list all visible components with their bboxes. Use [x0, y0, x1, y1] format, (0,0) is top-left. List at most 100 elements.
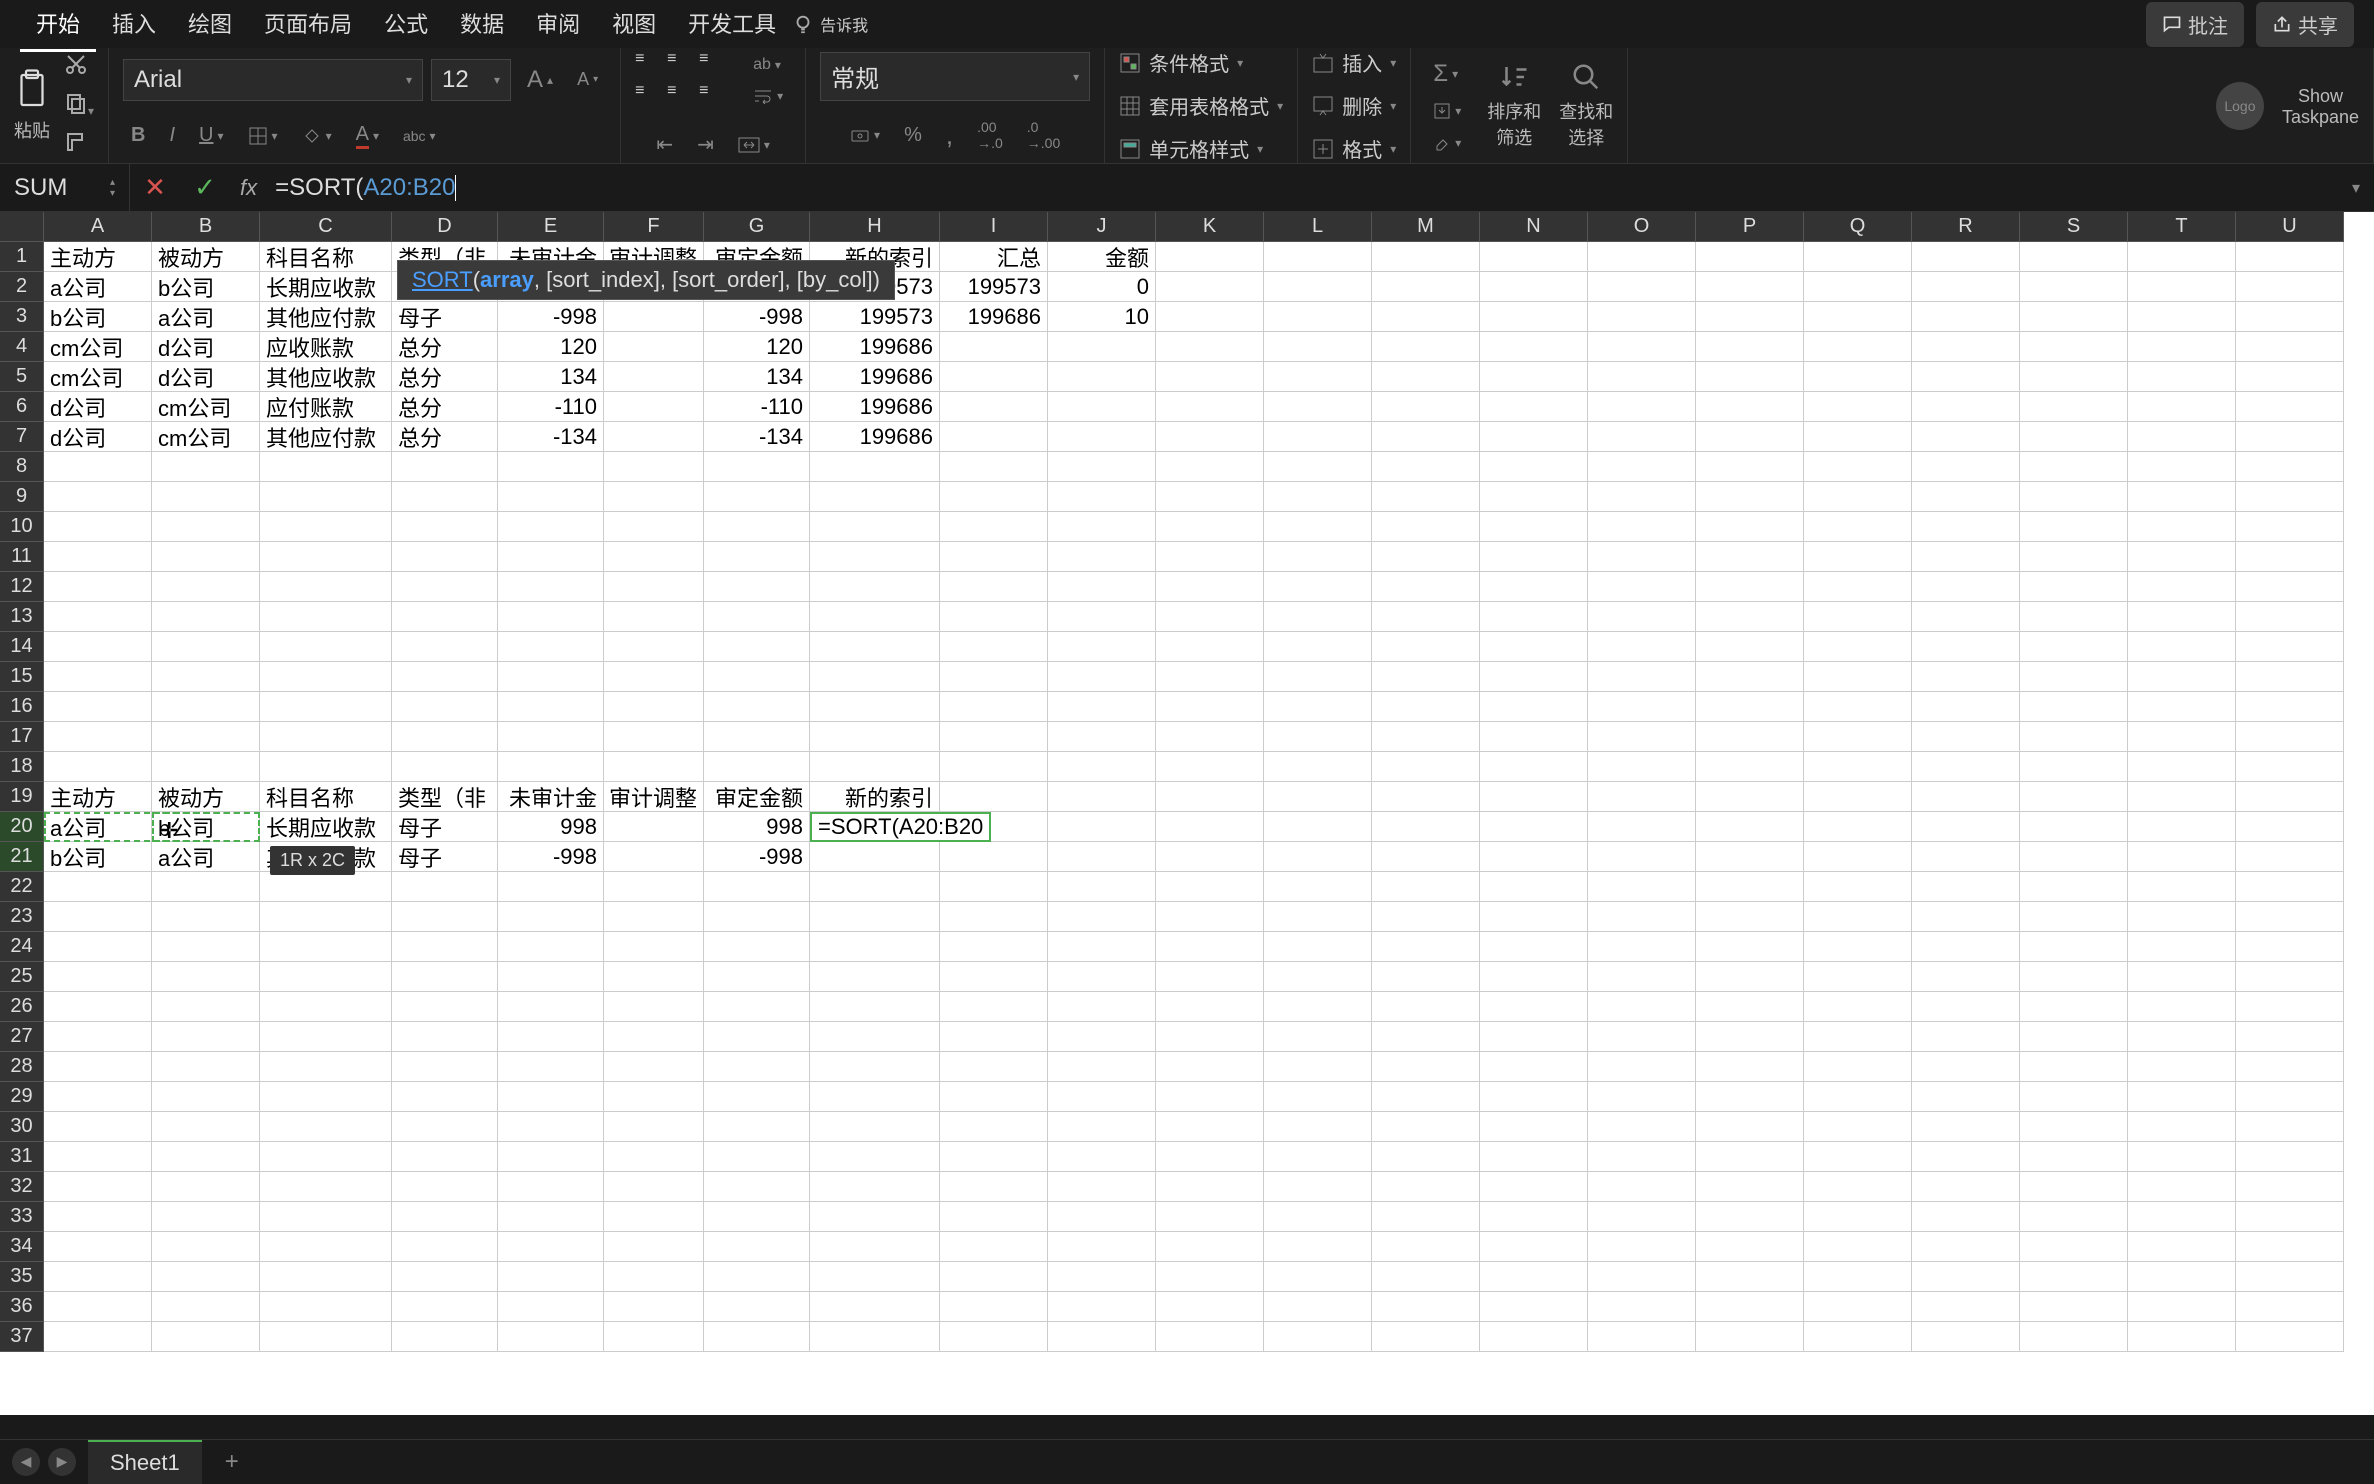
cell-L28[interactable]	[1264, 1052, 1372, 1082]
spreadsheet-grid[interactable]: ABCDEFGHIJKLMNOPQRSTU 123456789101112131…	[0, 212, 2374, 1415]
cell-Q30[interactable]	[1804, 1112, 1912, 1142]
cell-E11[interactable]	[498, 542, 604, 572]
cell-L36[interactable]	[1264, 1292, 1372, 1322]
cell-G3[interactable]: -998	[704, 302, 810, 332]
cell-P4[interactable]	[1696, 332, 1804, 362]
cell-I10[interactable]	[940, 512, 1048, 542]
cell-R2[interactable]	[1912, 272, 2020, 302]
cell-F33[interactable]	[604, 1202, 704, 1232]
cell-U37[interactable]	[2236, 1322, 2344, 1352]
cell-T28[interactable]	[2128, 1052, 2236, 1082]
cell-Q24[interactable]	[1804, 932, 1912, 962]
cell-S27[interactable]	[2020, 1022, 2128, 1052]
cell-U28[interactable]	[2236, 1052, 2344, 1082]
cell-N32[interactable]	[1480, 1172, 1588, 1202]
align-top-right-button[interactable]: ≡	[699, 50, 727, 78]
currency-button[interactable]: ▾	[842, 121, 888, 149]
cell-K20[interactable]	[1156, 812, 1264, 842]
cell-P16[interactable]	[1696, 692, 1804, 722]
cell-K15[interactable]	[1156, 662, 1264, 692]
cell-S29[interactable]	[2020, 1082, 2128, 1112]
cell-Q22[interactable]	[1804, 872, 1912, 902]
menu-tab-8[interactable]: 开发工具	[672, 0, 792, 52]
cell-I37[interactable]	[940, 1322, 1048, 1352]
cell-T8[interactable]	[2128, 452, 2236, 482]
cell-L2[interactable]	[1264, 272, 1372, 302]
cell-D31[interactable]	[392, 1142, 498, 1172]
cell-U1[interactable]	[2236, 242, 2344, 272]
cell-A28[interactable]	[44, 1052, 152, 1082]
cell-O5[interactable]	[1588, 362, 1696, 392]
cell-P3[interactable]	[1696, 302, 1804, 332]
cell-T30[interactable]	[2128, 1112, 2236, 1142]
col-header-T[interactable]: T	[2128, 212, 2236, 242]
cell-B32[interactable]	[152, 1172, 260, 1202]
cell-O22[interactable]	[1588, 872, 1696, 902]
cell-styles-button[interactable]: 单元格样式 ▾	[1119, 134, 1263, 163]
cell-N24[interactable]	[1480, 932, 1588, 962]
cell-O33[interactable]	[1588, 1202, 1696, 1232]
cell-G4[interactable]: 120	[704, 332, 810, 362]
cell-F18[interactable]	[604, 752, 704, 782]
cell-F16[interactable]	[604, 692, 704, 722]
border-button[interactable]: ▾	[240, 122, 286, 150]
cell-C16[interactable]	[260, 692, 392, 722]
cell-J29[interactable]	[1048, 1082, 1156, 1112]
cell-F24[interactable]	[604, 932, 704, 962]
cell-L30[interactable]	[1264, 1112, 1372, 1142]
cell-A33[interactable]	[44, 1202, 152, 1232]
cell-M37[interactable]	[1372, 1322, 1480, 1352]
cell-M5[interactable]	[1372, 362, 1480, 392]
cell-F15[interactable]	[604, 662, 704, 692]
cell-M30[interactable]	[1372, 1112, 1480, 1142]
cell-N6[interactable]	[1480, 392, 1588, 422]
copy-button[interactable]: ▾	[64, 91, 94, 120]
cell-O21[interactable]	[1588, 842, 1696, 872]
cell-F26[interactable]	[604, 992, 704, 1022]
row-header-5[interactable]: 5	[0, 362, 44, 392]
cell-D14[interactable]	[392, 632, 498, 662]
cell-O6[interactable]	[1588, 392, 1696, 422]
cell-G15[interactable]	[704, 662, 810, 692]
cell-N10[interactable]	[1480, 512, 1588, 542]
cell-B27[interactable]	[152, 1022, 260, 1052]
cell-B16[interactable]	[152, 692, 260, 722]
cell-A9[interactable]	[44, 482, 152, 512]
cell-Q13[interactable]	[1804, 602, 1912, 632]
cell-H28[interactable]	[810, 1052, 940, 1082]
cell-D18[interactable]	[392, 752, 498, 782]
format-painter-button[interactable]	[64, 130, 94, 159]
cell-M4[interactable]	[1372, 332, 1480, 362]
cell-A35[interactable]	[44, 1262, 152, 1292]
cell-J24[interactable]	[1048, 932, 1156, 962]
cell-U29[interactable]	[2236, 1082, 2344, 1112]
cell-A13[interactable]	[44, 602, 152, 632]
font-name-select[interactable]: Arial ▾	[123, 59, 423, 101]
cell-H5[interactable]: 199686	[810, 362, 940, 392]
cell-C5[interactable]: 其他应收款	[260, 362, 392, 392]
row-header-1[interactable]: 1	[0, 242, 44, 272]
cell-C37[interactable]	[260, 1322, 392, 1352]
cell-I9[interactable]	[940, 482, 1048, 512]
cell-J5[interactable]	[1048, 362, 1156, 392]
cell-N19[interactable]	[1480, 782, 1588, 812]
row-header-15[interactable]: 15	[0, 662, 44, 692]
cell-J3[interactable]: 10	[1048, 302, 1156, 332]
cell-T33[interactable]	[2128, 1202, 2236, 1232]
cell-G36[interactable]	[704, 1292, 810, 1322]
sheet-tab[interactable]: Sheet1	[88, 1440, 202, 1484]
cell-T18[interactable]	[2128, 752, 2236, 782]
cell-I30[interactable]	[940, 1112, 1048, 1142]
cell-I8[interactable]	[940, 452, 1048, 482]
cell-A36[interactable]	[44, 1292, 152, 1322]
cell-B37[interactable]	[152, 1322, 260, 1352]
cell-G16[interactable]	[704, 692, 810, 722]
cell-D12[interactable]	[392, 572, 498, 602]
cell-H34[interactable]	[810, 1232, 940, 1262]
cell-F10[interactable]	[604, 512, 704, 542]
cell-L24[interactable]	[1264, 932, 1372, 962]
cell-R11[interactable]	[1912, 542, 2020, 572]
cell-I27[interactable]	[940, 1022, 1048, 1052]
col-header-J[interactable]: J	[1048, 212, 1156, 242]
cell-E14[interactable]	[498, 632, 604, 662]
